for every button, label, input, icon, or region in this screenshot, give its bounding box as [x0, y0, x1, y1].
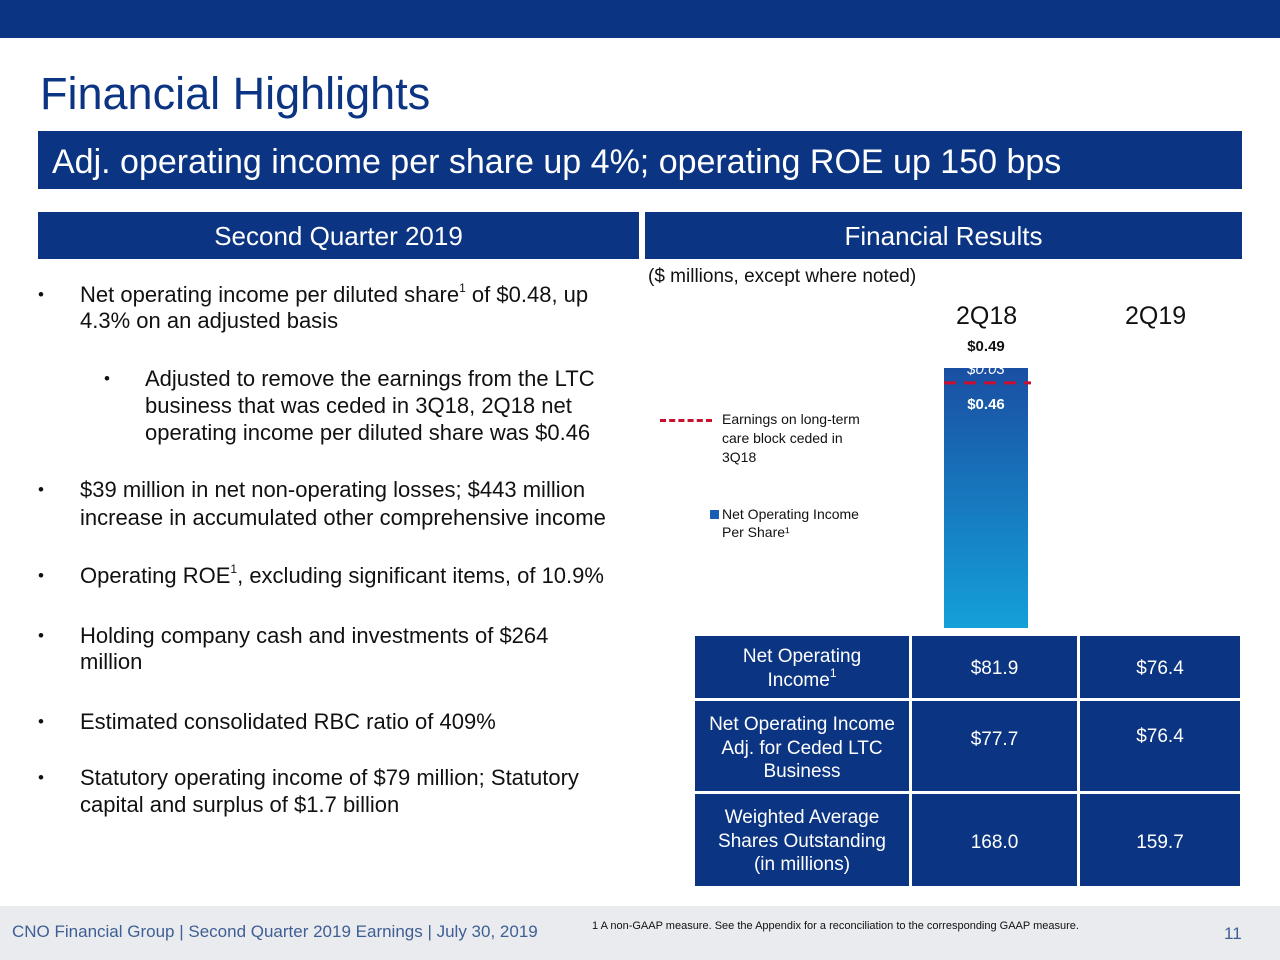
bullet-2-marker: •	[38, 480, 44, 499]
bullet-2-line-1: $39 million in net non-operating losses;…	[80, 477, 586, 502]
bullet-1-tail: of $0.48, up	[465, 282, 589, 307]
legend-bar-line-2: Per Share¹	[722, 524, 790, 540]
footer-footnote: 1 A non-GAAP measure. See the Appendix f…	[592, 920, 1079, 932]
bullet-1-text: Net operating income per diluted share	[80, 282, 460, 307]
footnote-mark: 1	[829, 665, 837, 680]
bar-value-label-2q18: $0.49	[967, 338, 1005, 355]
eps-bar-chart: $0.49$0.48$0.03$0.46	[944, 338, 1031, 628]
table-value: $77.7	[970, 729, 1019, 750]
table-label-line: Net Operating Income	[709, 714, 895, 735]
bullet-3-tail: , excluding significant items, of 10.9%	[237, 563, 604, 588]
column-label-2q19: 2Q19	[1125, 302, 1187, 330]
table-label-line: Business	[763, 761, 841, 782]
table-value: 168.0	[970, 832, 1019, 853]
table-row-label-net-operating-income: Net Operating Income1	[695, 636, 909, 698]
table-label-line: Adj. for Ceded LTC	[721, 738, 883, 759]
table-cell-2q18: $81.9	[912, 636, 1077, 698]
sub-bullet-line-3: operating income per diluted share was $…	[145, 420, 591, 445]
table-label-line: Income1	[767, 665, 837, 691]
bullet-1-marker: •	[38, 285, 44, 304]
legend-dashed-line	[660, 419, 712, 422]
table-label-line: (in millions)	[753, 854, 851, 875]
bullet-5: Estimated consolidated RBC ratio of 409%	[80, 709, 496, 734]
legend-ceded-line-3: 3Q18	[722, 449, 757, 465]
table-value: $81.9	[970, 658, 1019, 679]
bullet-3-text: Operating ROE	[80, 563, 231, 588]
table-cell-2q19: $76.4	[1080, 701, 1240, 791]
footer-caption: CNO Financial Group | Second Quarter 201…	[12, 922, 538, 941]
table-value: $76.4	[1136, 658, 1184, 679]
units-note: ($ millions, except where noted)	[648, 266, 917, 287]
table-row-label-weighted-shares: Weighted Average Shares Outstanding (in …	[695, 794, 909, 886]
bullet-1-line-1: Net operating income per diluted share1 …	[80, 280, 588, 309]
table-value: $76.4	[1136, 726, 1184, 747]
table-value: 159.7	[1136, 832, 1184, 853]
bar-2q18	[944, 368, 1028, 628]
table-cell-2q19: $76.4	[1080, 636, 1240, 698]
page-number: 11	[1224, 924, 1242, 943]
bullet-3: Operating ROE1, excluding significant it…	[80, 561, 604, 590]
table-label-line: Shares Outstanding	[718, 831, 886, 852]
left-section-header: Second Quarter 2019	[38, 212, 639, 259]
table-row-label-adj-noi: Net Operating Income Adj. for Ceded LTC …	[695, 701, 909, 791]
bullet-4-line-1: Holding company cash and investments of …	[80, 623, 549, 648]
table-label-line: Net Operating	[742, 646, 862, 667]
column-label-2q18: 2Q18	[956, 302, 1018, 330]
sub-bullet-marker: •	[104, 369, 110, 388]
bullet-4-line-2: million	[80, 649, 143, 674]
right-section-header: Financial Results	[645, 212, 1242, 259]
segment-label-ceded-ltc: $0.03	[966, 361, 1005, 378]
table-label-line: Weighted Average	[724, 807, 880, 828]
bullet-5-marker: •	[38, 712, 44, 731]
footer: CNO Financial Group | Second Quarter 201…	[0, 906, 1280, 960]
legend-ceded-line-1: Earnings on long-term	[722, 411, 860, 427]
table-cell-2q19: 159.7	[1080, 794, 1240, 886]
top-band	[0, 0, 1280, 38]
bullet-6-line-1: Statutory operating income of $79 millio…	[80, 765, 579, 790]
legend-ceded-line-2: care block ceded in	[722, 430, 843, 446]
footnote-mark: 1	[230, 561, 238, 576]
subtitle-bar: Adj. operating income per share up 4%; o…	[38, 131, 1242, 189]
sub-bullet-line-1: Adjusted to remove the earnings from the…	[145, 366, 595, 391]
footnote-mark: 1	[459, 280, 466, 295]
bullet-6-line-2: capital and surplus of $1.7 billion	[80, 792, 400, 817]
bullet-4-marker: •	[38, 626, 44, 645]
bullet-6-marker: •	[38, 768, 44, 787]
table-cell-2q18: 168.0	[912, 794, 1077, 886]
legend-bar-swatch	[710, 510, 719, 519]
bullet-2-line-2: increase in accumulated other comprehens…	[80, 505, 606, 530]
sub-bullet-line-2: business that was ceded in 3Q18, 2Q18 ne…	[145, 393, 572, 418]
table-cell-2q18: $77.7	[912, 701, 1077, 791]
bullet-3-marker: •	[38, 566, 44, 585]
page-title: Financial Highlights	[40, 68, 431, 119]
bullet-1-line-2: 4.3% on an adjusted basis	[80, 308, 339, 333]
subtitle-text: Adj. operating income per share up 4%; o…	[52, 143, 1062, 181]
segment-label-adjusted: $0.46	[967, 396, 1005, 413]
legend-bar-line-1: Net Operating Income	[722, 506, 859, 522]
